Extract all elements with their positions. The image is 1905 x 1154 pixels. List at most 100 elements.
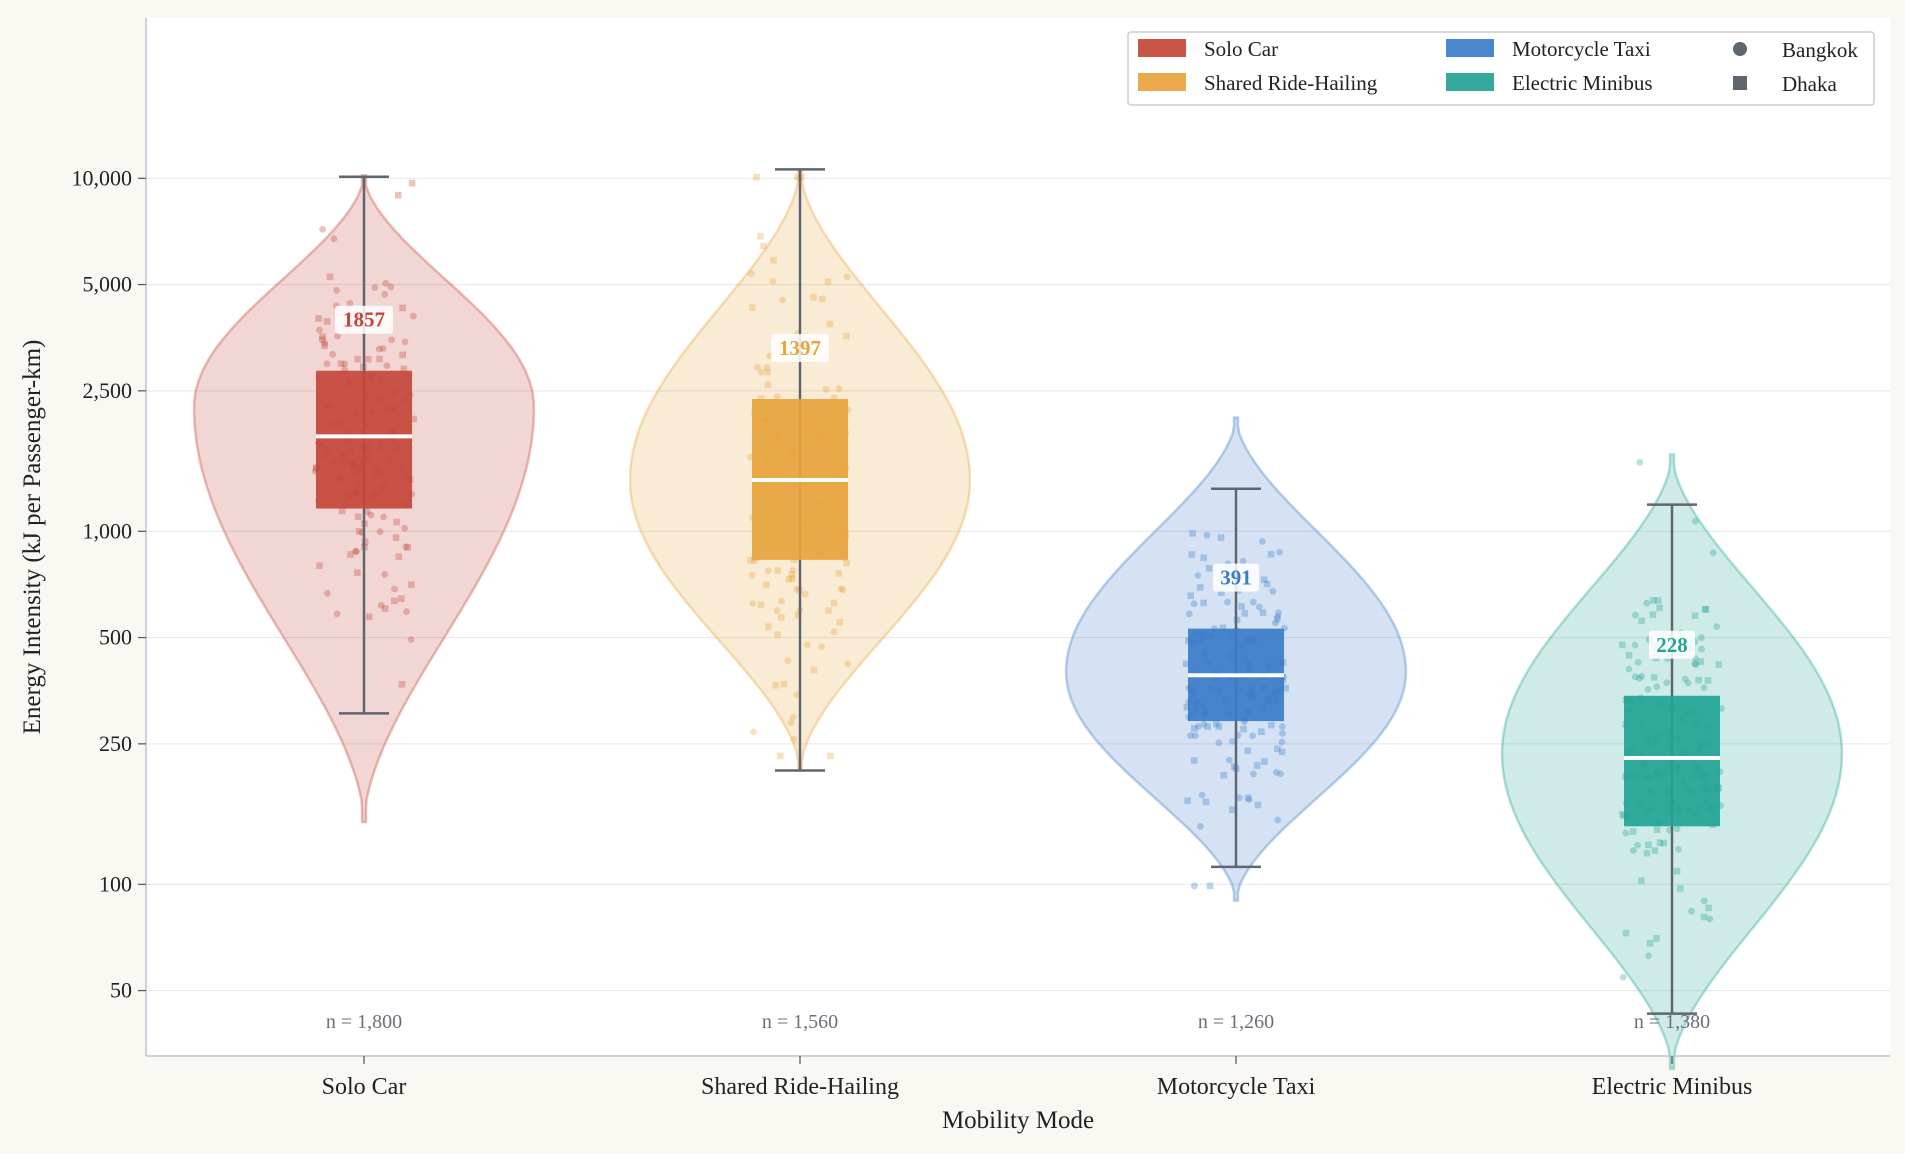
point-dhaka <box>1200 554 1207 562</box>
point-dhaka <box>395 191 402 199</box>
point-bangkok <box>1229 738 1236 745</box>
point-bangkok <box>388 336 395 344</box>
point-dhaka <box>1649 611 1657 618</box>
point-dhaka <box>354 355 361 363</box>
legend-swatch <box>1446 39 1494 57</box>
point-bangkok <box>789 714 797 721</box>
point-bangkok <box>1638 672 1646 680</box>
point-bangkok <box>1259 538 1266 545</box>
point-dhaka <box>825 607 832 614</box>
n-count-label: n = 1,800 <box>326 1011 402 1033</box>
point-bangkok <box>784 657 792 665</box>
grid-lines <box>146 177 1890 992</box>
point-dhaka <box>1282 684 1289 692</box>
point-dhaka <box>1629 828 1637 835</box>
point-dhaka <box>1638 617 1645 625</box>
point-bangkok <box>334 332 341 340</box>
point-bangkok <box>352 548 360 555</box>
point-bangkok <box>1279 729 1286 737</box>
point-dhaka <box>788 571 796 578</box>
point-dhaka <box>764 381 772 388</box>
point-dhaka <box>1231 763 1238 770</box>
point-dhaka <box>1229 806 1236 814</box>
point-bangkok <box>1187 732 1194 740</box>
point-dhaka <box>1701 606 1709 613</box>
plot-area <box>146 18 1890 1056</box>
point-bangkok <box>381 290 389 298</box>
point-dhaka <box>1217 534 1225 541</box>
point-dhaka <box>1182 660 1190 668</box>
point-bangkok <box>1631 641 1639 649</box>
point-bangkok <box>793 585 801 593</box>
point-dhaka <box>1184 797 1191 805</box>
point-dhaka <box>757 395 765 402</box>
point-bangkok <box>1224 598 1231 606</box>
point-bangkok <box>1634 841 1641 849</box>
point-dhaka <box>1645 841 1652 849</box>
point-bangkok <box>1631 673 1639 681</box>
legend-marker-circle <box>1733 42 1747 56</box>
point-dhaka <box>408 179 416 187</box>
point-bangkok <box>329 350 337 358</box>
point-dhaka <box>404 544 411 551</box>
point-bangkok <box>1250 770 1257 778</box>
point-dhaka <box>399 351 406 359</box>
point-bangkok <box>1636 674 1643 682</box>
point-dhaka <box>1691 612 1699 619</box>
point-bangkok <box>822 385 830 393</box>
point-dhaka <box>1653 826 1661 833</box>
median-label-bg <box>1213 563 1259 592</box>
point-dhaka <box>777 752 784 760</box>
point-bangkok <box>757 369 765 376</box>
point-bangkok <box>379 345 387 352</box>
legend-label: Solo Car <box>1204 37 1278 61</box>
point-dhaka <box>770 257 777 264</box>
point-dhaka <box>319 336 326 343</box>
legend-label: Motorcycle Taxi <box>1512 37 1651 61</box>
point-bangkok <box>377 601 385 609</box>
point-dhaka <box>1650 674 1658 681</box>
point-bangkok <box>1713 623 1721 630</box>
point-bangkok <box>773 607 781 614</box>
point-dhaka <box>1220 771 1228 779</box>
point-dhaka <box>326 273 334 281</box>
point-dhaka <box>395 553 403 560</box>
point-bangkok <box>1215 739 1223 747</box>
point-dhaka <box>843 332 850 340</box>
point-dhaka <box>316 562 323 569</box>
x-tick-label: Electric Minibus <box>1592 1074 1753 1100</box>
point-dhaka <box>398 595 405 602</box>
point-dhaka <box>354 569 361 576</box>
point-dhaka <box>772 681 779 689</box>
point-bangkok <box>1684 679 1692 687</box>
point-dhaka <box>1654 597 1662 604</box>
x-tick-label: Solo Car <box>322 1074 407 1100</box>
point-bangkok <box>790 735 798 743</box>
point-dhaka <box>778 614 785 621</box>
point-dhaka <box>1260 576 1268 583</box>
point-dhaka <box>780 680 788 688</box>
point-bangkok <box>830 628 838 636</box>
point-bangkok <box>1190 600 1198 608</box>
point-bangkok <box>407 636 415 643</box>
y-tick-label: 10,000 <box>72 165 133 190</box>
point-bangkok <box>839 586 847 594</box>
point-bangkok <box>1663 679 1671 687</box>
point-bangkok <box>1681 675 1689 683</box>
point-bangkok <box>1688 907 1695 915</box>
point-bangkok <box>748 571 756 579</box>
point-bangkok <box>1269 587 1277 595</box>
point-bangkok <box>364 508 371 516</box>
point-bangkok <box>1274 816 1282 824</box>
point-bangkok <box>1198 791 1206 799</box>
point-dhaka <box>1240 725 1247 733</box>
point-dhaka <box>365 355 372 363</box>
point-bangkok <box>1225 756 1233 764</box>
point-bangkok <box>1632 611 1639 619</box>
point-dhaka <box>1254 801 1262 809</box>
point-bangkok <box>1644 686 1652 693</box>
point-dhaka <box>1261 758 1268 765</box>
point-bangkok <box>346 300 354 307</box>
